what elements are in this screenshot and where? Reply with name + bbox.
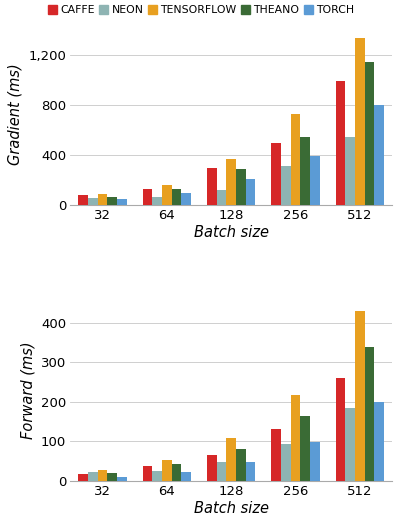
Bar	[271, 143, 280, 205]
Bar	[207, 455, 216, 481]
Bar	[280, 166, 290, 205]
Bar	[117, 199, 126, 205]
Bar	[142, 189, 152, 205]
Bar	[142, 466, 152, 481]
X-axis label: Batch size: Batch size	[193, 501, 268, 515]
Bar	[171, 464, 181, 481]
Bar	[216, 462, 226, 481]
Bar	[309, 156, 319, 205]
Bar	[235, 449, 245, 481]
X-axis label: Batch size: Batch size	[193, 225, 268, 240]
Bar	[364, 62, 373, 205]
Bar	[162, 460, 171, 481]
Bar	[88, 198, 97, 205]
Bar	[309, 442, 319, 481]
Bar	[107, 197, 117, 205]
Bar	[235, 168, 245, 205]
Bar	[78, 195, 88, 205]
Bar	[181, 193, 190, 205]
Bar	[280, 444, 290, 481]
Bar	[181, 472, 190, 481]
Bar	[207, 168, 216, 205]
Bar	[271, 429, 280, 481]
Bar	[117, 477, 126, 481]
Bar	[107, 473, 117, 481]
Bar	[162, 185, 171, 205]
Y-axis label: Forward (ms): Forward (ms)	[20, 341, 35, 439]
Bar	[344, 137, 354, 205]
Bar	[344, 408, 354, 481]
Bar	[226, 438, 235, 481]
Legend: CAFFE, NEON, TENSORFLOW, THEANO, TORCH: CAFFE, NEON, TENSORFLOW, THEANO, TORCH	[48, 5, 353, 16]
Bar	[152, 197, 162, 205]
Bar	[78, 473, 88, 481]
Bar	[171, 189, 181, 205]
Bar	[97, 470, 107, 481]
Bar	[97, 194, 107, 205]
Bar	[354, 38, 364, 205]
Bar	[216, 191, 226, 205]
Bar	[373, 402, 383, 481]
Bar	[364, 347, 373, 481]
Bar	[300, 415, 309, 481]
Bar	[290, 114, 300, 205]
Bar	[245, 462, 255, 481]
Bar	[88, 472, 97, 481]
Y-axis label: Gradient (ms): Gradient (ms)	[8, 63, 23, 165]
Bar	[335, 81, 344, 205]
Bar	[226, 159, 235, 205]
Bar	[300, 137, 309, 205]
Bar	[290, 395, 300, 481]
Bar	[373, 105, 383, 205]
Bar	[152, 471, 162, 481]
Bar	[245, 179, 255, 205]
Bar	[335, 378, 344, 481]
Bar	[354, 311, 364, 481]
